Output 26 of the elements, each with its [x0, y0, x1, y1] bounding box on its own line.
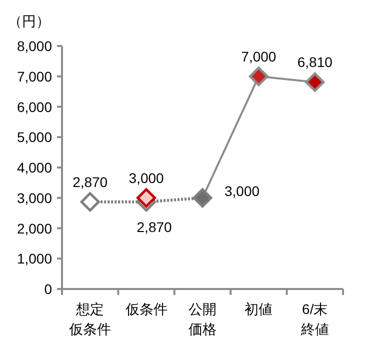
y-tick-label: 5,000	[16, 129, 52, 146]
y-tick-label: 6,000	[16, 98, 52, 115]
x-tick-label: 仮条件	[124, 301, 168, 317]
y-axis-title: （円）	[8, 13, 50, 29]
data-label: 7,000	[241, 48, 276, 64]
point	[80, 192, 100, 212]
data-label: 6,810	[297, 54, 333, 70]
y-tick-label: 8,000	[16, 38, 52, 54]
data-label: 3,000	[224, 182, 260, 199]
y-tick-label: 3,000	[16, 190, 52, 206]
data-label: 2,870	[72, 174, 108, 190]
data-label: 2,870	[136, 218, 172, 235]
y-tick-label: 4,000	[16, 160, 52, 176]
x-tick-label: 6/末終値	[300, 301, 329, 337]
point	[136, 188, 156, 208]
x-tick-label: 公開価格	[188, 301, 216, 337]
point	[248, 66, 268, 86]
x-tick-label: 想定仮条件	[68, 301, 112, 337]
point	[192, 188, 212, 208]
y-tick-label: 1,000	[16, 250, 52, 267]
y-tick-label: 2,000	[16, 220, 52, 236]
point	[305, 72, 325, 92]
y-tick-label: 0	[44, 281, 52, 297]
x-tick-label: 初値	[244, 301, 273, 317]
y-tick-label: 7,000	[16, 68, 52, 84]
data-label: 3,000	[128, 170, 164, 186]
